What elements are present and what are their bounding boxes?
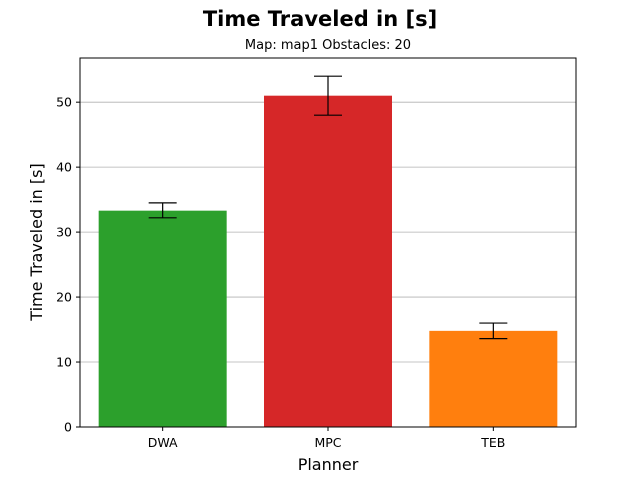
chart-subtitle: Map: map1 Obstacles: 20 — [245, 38, 411, 53]
y-axis-ticks: 0 10 20 30 40 50 — [56, 95, 80, 435]
bar-mpc — [264, 95, 392, 428]
error-bars — [148, 75, 508, 340]
y-tick-label: 30 — [56, 225, 72, 240]
chart-title: Time Traveled in [s] — [203, 7, 437, 31]
y-tick-label: 0 — [64, 420, 72, 435]
x-tick-label: MPC — [314, 435, 341, 450]
x-axis-label: Planner — [298, 455, 359, 474]
bar-dwa — [98, 210, 227, 427]
y-tick-label: 20 — [56, 290, 72, 305]
x-tick-label: DWA — [148, 435, 178, 450]
x-tick-label: TEB — [480, 435, 505, 450]
bars — [98, 95, 558, 428]
y-axis-label: Time Traveled in [s] — [27, 163, 46, 321]
y-tick-label: 40 — [56, 160, 72, 175]
y-tick-label: 50 — [56, 95, 72, 110]
x-axis-ticks: DWA MPC TEB — [148, 427, 505, 450]
bar-teb — [429, 330, 558, 427]
y-tick-label: 10 — [56, 355, 72, 370]
